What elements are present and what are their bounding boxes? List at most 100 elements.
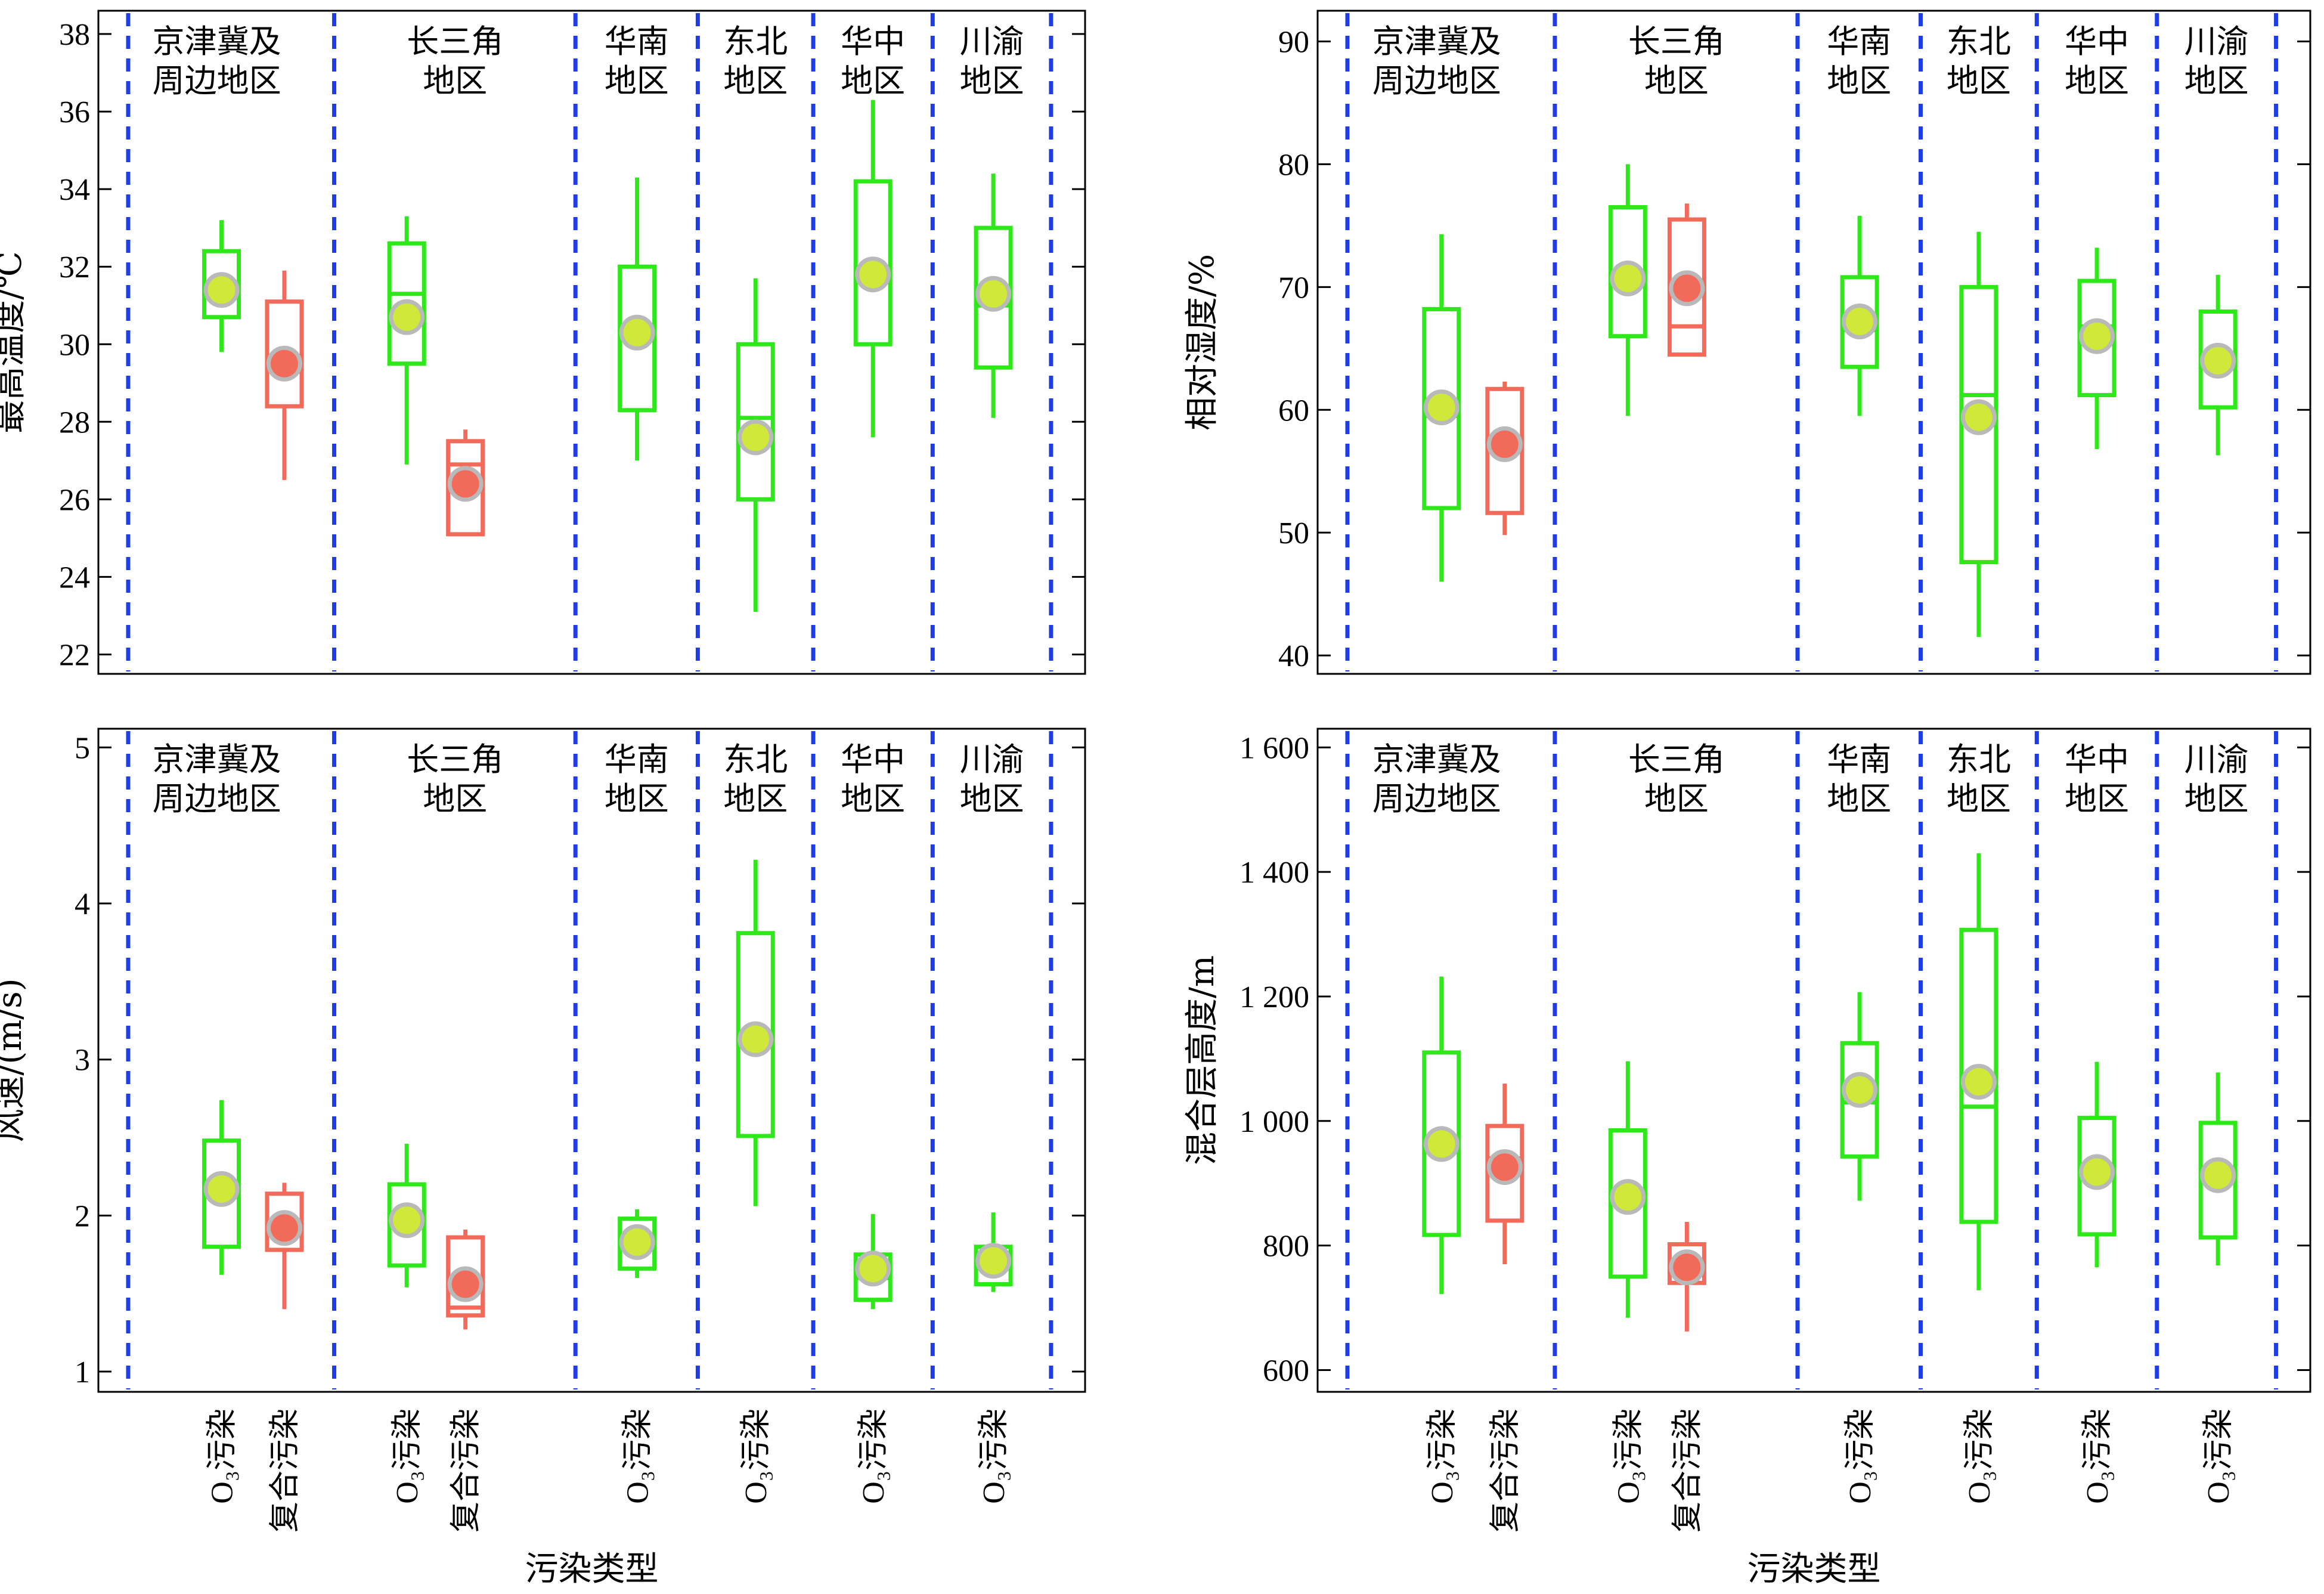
region-label-line2: 地区 [1947,62,2011,100]
y-axis-label: 相对湿度/% [1183,254,1222,431]
box-complex [446,1229,485,1330]
mean-marker [1673,274,1701,302]
mean-marker [2204,1161,2232,1189]
chart-panel-3: 12345风速/(m/s)京津冀及周边地区长三角地区华南地区东北地区华中地区川渝… [0,728,1086,1589]
mean-marker [270,349,298,377]
box-iqr [736,342,775,502]
region-label-line2: 地区 [423,780,487,818]
region-label-line1: 京津冀及 [1372,741,1501,778]
x-axis-label: 污染类型 [1747,1550,1881,1589]
x-tick-label: 复合污染 [450,1409,484,1533]
x-tick-label: O₃污染 [1426,1409,1460,1504]
region-label-line1: 京津冀及 [153,23,281,60]
y-tick-label: 1 400 [1240,856,1309,890]
region-label-line2: 地区 [960,780,1024,818]
region-label-line2: 地区 [841,62,905,100]
plot-frame [1316,10,2311,675]
mean-marker [1614,264,1642,292]
x-tick-label: O₃污染 [1612,1409,1646,1504]
box-iqr [1840,1041,1879,1159]
box-o3 [618,177,657,461]
y-tick-label: 26 [59,483,90,517]
box-o3 [202,220,241,352]
x-tick-label: O₃污染 [857,1409,891,1504]
region-label-line1: 川渝 [960,23,1024,60]
chart-panel-2: 405060708090相对湿度/%京津冀及周边地区长三角地区华南地区东北地区华… [1183,10,2311,675]
region-label-line2: 地区 [1827,780,1891,818]
region-label-line1: 东北 [723,741,788,778]
region-label-line1: 川渝 [960,741,1024,778]
box-o3 [1422,976,1461,1295]
mean-marker [451,1270,479,1298]
x-tick-label: O₃污染 [2081,1409,2115,1504]
region-label-line1: 川渝 [2184,741,2249,778]
box-iqr [202,1138,241,1249]
box-complex [1485,381,1524,536]
y-tick-label: 32 [59,250,90,284]
mean-marker [2083,322,2111,350]
mean-marker [742,423,770,451]
box-o3 [736,859,775,1206]
y-tick-label: 1 200 [1240,980,1309,1014]
region-label-line2: 地区 [1644,62,1709,100]
y-tick-label: 70 [1278,271,1309,305]
box-iqr [1608,205,1647,339]
mean-marker [2204,346,2232,374]
box-o3 [2198,1072,2238,1266]
y-tick-label: 800 [1263,1230,1309,1264]
y-axis-label: 最高温度/℃ [0,251,29,434]
box-iqr [387,1182,426,1268]
region-label-line2: 地区 [2065,780,2129,818]
region-label-line1: 东北 [723,23,788,60]
region-label-line2: 地区 [2065,62,2129,100]
plot-frame [97,10,1086,675]
x-tick-label: O₃污染 [206,1409,240,1504]
y-tick-label: 22 [59,638,90,672]
box-o3 [974,174,1013,418]
box-iqr [1959,927,1998,1224]
box-o3 [853,100,893,438]
x-tick-label: 复合污染 [1671,1409,1705,1533]
mean-marker [859,1255,887,1283]
region-label-line2: 地区 [723,62,788,100]
region-label-line2: 地区 [1827,62,1891,100]
region-label-line1: 长三角 [1628,23,1725,60]
box-complex [1667,1221,1706,1332]
box-o3 [2077,247,2117,450]
y-tick-label: 24 [59,561,90,595]
box-iqr [2198,1121,2238,1240]
x-tick-label: O₃污染 [391,1409,424,1504]
box-iqr [853,179,893,346]
mean-marker [1964,1068,1993,1096]
y-tick-label: 36 [59,95,90,129]
region-label-line1: 华南 [1827,23,1891,60]
box-o3 [202,1100,241,1275]
mean-marker [623,1228,651,1256]
mean-marker [1846,1076,1874,1104]
box-iqr [387,241,426,366]
mean-marker [980,280,1008,308]
region-label-line1: 长三角 [1628,741,1725,778]
region-label-line2: 地区 [423,62,487,100]
y-tick-label: 80 [1278,148,1309,182]
y-tick-label: 90 [1278,25,1309,59]
box-o3 [853,1214,893,1310]
y-tick-label: 38 [59,18,90,52]
box-iqr [202,249,241,320]
mean-marker [451,470,479,498]
mean-marker [207,276,236,304]
mean-marker [859,261,887,289]
chart-panel-1: 222426283032343638最高温度/℃京津冀及周边地区长三角地区华南地… [0,10,1086,675]
region-label-line1: 川渝 [2184,23,2249,60]
region-label-line2: 地区 [1644,780,1709,818]
mean-marker [393,303,421,331]
plot-frame [1316,728,2311,1393]
mean-marker [270,1214,298,1242]
region-label-line2: 地区 [605,62,669,100]
y-tick-label: 1 000 [1240,1105,1309,1139]
region-label-line2: 周边地区 [1372,62,1501,100]
region-label-line2: 周边地区 [1372,780,1501,818]
mean-marker [980,1247,1008,1275]
y-tick-label: 40 [1278,639,1309,673]
